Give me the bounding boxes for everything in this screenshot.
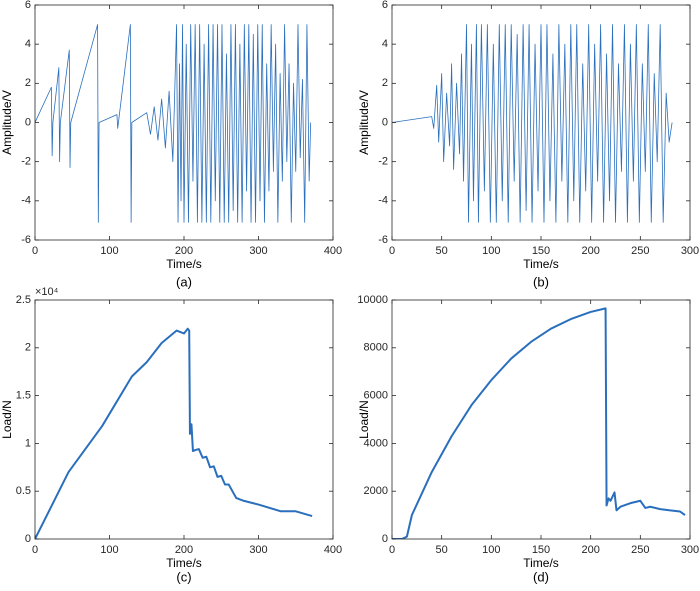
- y-tick-label: 0.5: [16, 485, 31, 497]
- x-tick-label: 200: [175, 544, 193, 556]
- y-tick-label: 1: [25, 437, 31, 449]
- x-tick-label: 300: [249, 245, 267, 257]
- x-tick-label: 200: [581, 245, 599, 257]
- caption: (c): [176, 569, 191, 584]
- data-line: [35, 327, 313, 539]
- data-line: [392, 307, 686, 539]
- y-axis-label: Load/N: [357, 400, 371, 439]
- x-axis-label: Time/s: [523, 257, 559, 271]
- x-tick-label: 100: [482, 544, 500, 556]
- x-tick-label: 250: [631, 245, 649, 257]
- y-tick-label: -2: [378, 156, 388, 168]
- plot-area: [392, 300, 690, 539]
- y-exponent: ×10⁴: [35, 286, 59, 298]
- y-tick-label: 1.5: [16, 390, 31, 402]
- x-tick-label: 150: [532, 544, 550, 556]
- x-tick-label: 200: [175, 245, 193, 257]
- y-tick-label: 10000: [357, 294, 388, 306]
- x-axis-label: Time/s: [523, 556, 559, 570]
- x-tick-label: 250: [631, 544, 649, 556]
- y-tick-label: 0: [382, 533, 388, 545]
- x-tick-label: 300: [681, 544, 699, 556]
- x-tick-label: 100: [100, 245, 118, 257]
- y-tick-label: 6: [382, 0, 388, 11]
- x-tick-label: 0: [389, 245, 395, 257]
- y-tick-label: -6: [21, 234, 31, 246]
- y-tick-label: -2: [21, 156, 31, 168]
- x-tick-label: 300: [249, 544, 267, 556]
- x-axis-label: Time/s: [166, 556, 202, 570]
- x-axis-label: Time/s: [166, 257, 202, 271]
- x-tick-label: 50: [436, 245, 448, 257]
- x-tick-label: 150: [532, 245, 550, 257]
- y-tick-label: 0: [25, 533, 31, 545]
- y-tick-label: 4000: [364, 437, 388, 449]
- y-axis-label: Amplitude/V: [0, 90, 14, 155]
- data-line: [392, 24, 673, 223]
- y-tick-label: 0: [382, 116, 388, 128]
- y-tick-label: 4: [382, 38, 388, 50]
- y-tick-label: -4: [21, 195, 31, 207]
- y-tick-label: 2000: [364, 485, 388, 497]
- x-tick-label: 0: [32, 544, 38, 556]
- x-tick-label: 0: [32, 245, 38, 257]
- x-tick-label: 0: [389, 544, 395, 556]
- y-tick-label: 6: [25, 0, 31, 11]
- caption: (a): [176, 274, 192, 289]
- y-tick-label: 2: [25, 342, 31, 354]
- y-tick-label: 2: [382, 77, 388, 89]
- y-axis-label: Load/N: [0, 400, 14, 439]
- y-tick-label: 4: [25, 38, 31, 50]
- x-tick-label: 200: [581, 544, 599, 556]
- x-tick-label: 300: [681, 245, 699, 257]
- y-tick-label: 6000: [364, 390, 388, 402]
- y-tick-label: 0: [25, 116, 31, 128]
- y-axis-label: Amplitude/V: [357, 90, 371, 155]
- x-tick-label: 400: [324, 245, 342, 257]
- y-tick-label: 8000: [364, 342, 388, 354]
- x-tick-label: 100: [482, 245, 500, 257]
- y-tick-label: -4: [378, 195, 388, 207]
- x-tick-label: 100: [100, 544, 118, 556]
- plot-area: [35, 300, 333, 539]
- data-line: [35, 24, 312, 223]
- y-tick-label: 2.5: [16, 294, 31, 306]
- x-tick-label: 400: [324, 544, 342, 556]
- caption: (d): [533, 569, 549, 584]
- y-tick-label: -6: [378, 234, 388, 246]
- x-tick-label: 50: [436, 544, 448, 556]
- caption: (b): [533, 274, 549, 289]
- y-tick-label: 2: [25, 77, 31, 89]
